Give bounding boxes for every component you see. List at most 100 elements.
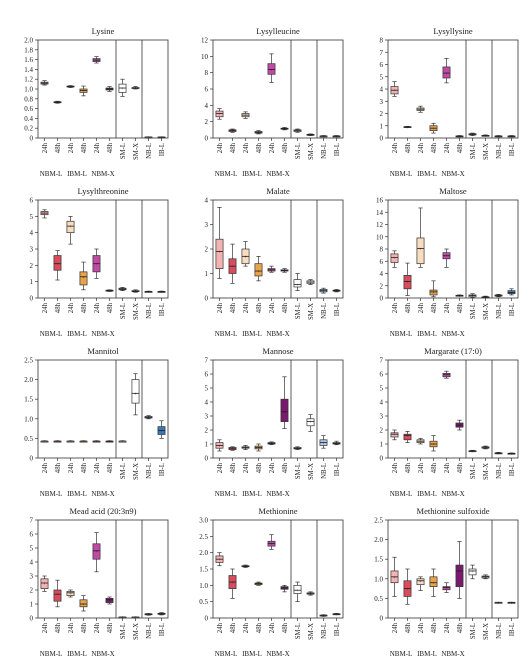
box-5: +	[442, 370, 451, 379]
mean-marker: +	[283, 411, 286, 416]
box-8: +	[306, 414, 315, 432]
x-tick-label: IB-L	[334, 623, 341, 636]
x-tick-label: 48h	[256, 302, 263, 313]
x-tick-label: 24h	[243, 622, 250, 633]
x-tick-label: NB-L	[496, 623, 503, 639]
y-tick-label: 2.0	[374, 536, 383, 544]
x-tick-label: SM-X	[308, 143, 315, 160]
box-9: +	[319, 287, 328, 295]
box-iqr	[66, 220, 75, 234]
group-label: NBM-X	[266, 170, 289, 178]
box-10: +	[157, 290, 166, 295]
box-iqr	[442, 586, 451, 591]
x-tick-label: 48h	[431, 302, 438, 313]
x-tick-label: NB-L	[496, 303, 503, 319]
box-1: +	[390, 81, 399, 97]
mean-marker: +	[231, 265, 234, 270]
box-8: +	[306, 133, 315, 139]
box-7: +	[118, 440, 127, 445]
y-tick-label: 3	[380, 98, 384, 106]
y-tick-label: 0	[30, 135, 34, 143]
mean-marker: +	[121, 288, 124, 293]
x-tick-label: 48h	[55, 142, 62, 153]
x-tick-label: 48h	[457, 142, 464, 153]
chart-title: Lysine	[92, 26, 115, 36]
mean-marker: +	[121, 87, 124, 92]
y-tick-label: 0	[205, 455, 209, 463]
mean-marker: +	[497, 295, 500, 300]
mean-marker: +	[296, 589, 299, 594]
box-iqr	[429, 576, 438, 587]
box-iqr	[79, 271, 88, 286]
group-label: NBM-X	[91, 330, 114, 338]
box-5: +	[442, 58, 451, 84]
x-tick-label: 24h	[217, 302, 224, 313]
box-iqr	[416, 578, 425, 586]
x-tick-label: 24h	[42, 142, 49, 153]
mean-marker: +	[218, 113, 221, 118]
mean-marker: +	[82, 276, 85, 281]
chart-svg: Maltose0246810121416++++++++++24h48h24h4…	[376, 186, 519, 338]
x-tick-label: 24h	[269, 142, 276, 153]
box-1: +	[40, 80, 49, 87]
mean-marker: +	[231, 447, 234, 452]
box-6: +	[455, 135, 464, 140]
box-3: +	[241, 111, 250, 119]
box-iqr	[403, 274, 412, 290]
box-7: +	[293, 446, 302, 452]
mean-marker: +	[244, 447, 247, 452]
y-tick-label: 1	[205, 441, 209, 449]
mean-marker: +	[309, 134, 312, 139]
group-label: NBM-X	[441, 490, 464, 498]
mean-marker: +	[406, 126, 409, 131]
box-1: +	[215, 439, 224, 452]
mean-marker: +	[147, 416, 150, 421]
mean-marker: +	[335, 290, 338, 295]
y-tick-label: 4	[205, 102, 209, 110]
x-tick-label: 24h	[269, 302, 276, 313]
group-label: NBM-X	[266, 650, 289, 658]
x-tick-label: 24h	[243, 302, 250, 313]
chart-svg: Malate 0 1 2 3 4 + + + + + + + + + +24h 48h 24h 48h 24h 48h S…	[205, 186, 344, 338]
x-tick-label: 48h	[405, 462, 412, 473]
x-tick-label: 24h	[68, 622, 75, 633]
panel-malate: Malate 0 1 2 3 4 + + + + + + + + + +24h 48h 24h 48h 24h 48h S…	[175, 180, 350, 345]
box-8: +	[131, 86, 140, 92]
group-label: IBM-L	[67, 330, 87, 338]
chart-title: Methionine sulfoxide	[417, 506, 490, 516]
x-tick-label: SM-X	[308, 303, 315, 320]
chart-svg: Lysine 0 0.2 0.4 0.6 0.81.0 1.2 1.4 1.6 1.82.0 + + +…	[24, 26, 169, 178]
box-9: +	[144, 290, 153, 295]
y-tick-label: 0.5	[374, 595, 383, 603]
plot-frame	[37, 519, 169, 619]
y-tick-label: 0	[30, 615, 34, 623]
box-3: +	[66, 215, 75, 245]
panel-margarate: Margarate (17:0) 0 1 2 3 4 5 6 7 + + + + + + + + + +24h 48h…	[350, 340, 525, 505]
box-iqr	[390, 253, 399, 263]
box-5: +	[267, 265, 276, 274]
x-tick-label: 24h	[243, 142, 250, 153]
box-8: +	[481, 135, 490, 140]
box-6: +	[280, 584, 289, 593]
box-2: +	[228, 446, 237, 452]
mean-marker: +	[484, 447, 487, 452]
box-10: +	[157, 612, 166, 618]
panel-mannose: Mannose 0 1 2 3 4 5 6 7 + + + + + + + + + +24h 48h 24h 48h 24h…	[175, 340, 350, 505]
group-label: NBM-X	[91, 650, 114, 658]
x-tick-label: IB-L	[159, 303, 166, 316]
mean-marker: +	[82, 440, 85, 445]
y-tick-label: 2.0	[24, 376, 33, 384]
box-2: +	[53, 579, 62, 608]
mean-marker: +	[147, 613, 150, 618]
box-iqr	[442, 66, 451, 79]
box-iqr	[215, 238, 224, 269]
x-tick-label: SM-X	[133, 463, 140, 480]
box-6: +	[105, 440, 114, 445]
box-3: +	[241, 241, 250, 267]
y-tick-label: 3	[30, 573, 34, 581]
group-label: NBM-X	[441, 650, 464, 658]
box-iqr	[92, 543, 101, 560]
x-tick-label: 48h	[230, 462, 237, 473]
x-tick-label: 48h	[107, 302, 114, 313]
x-tick-label: NB-L	[146, 143, 153, 159]
